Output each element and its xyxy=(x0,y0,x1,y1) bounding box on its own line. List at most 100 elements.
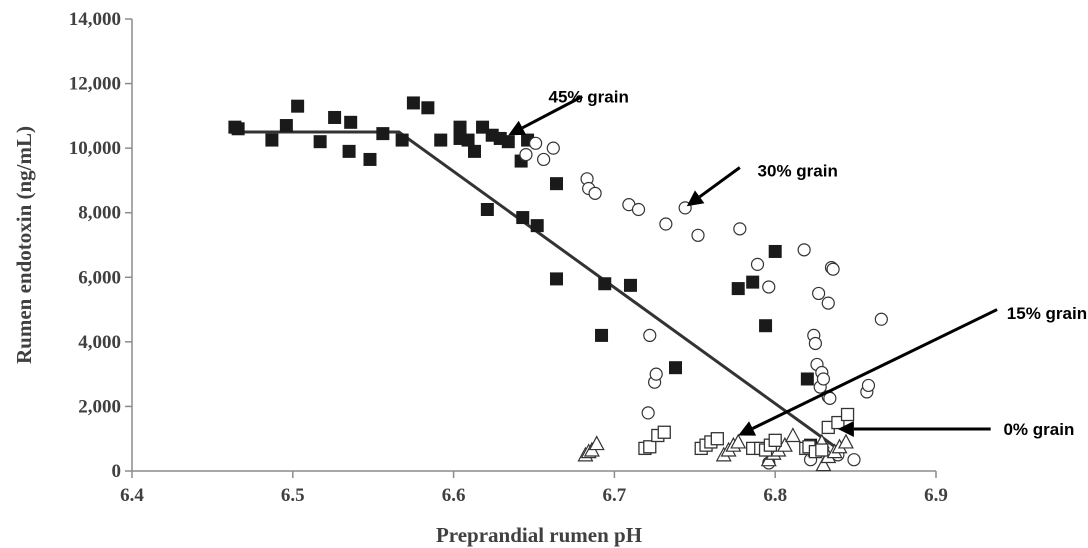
open-circle-point xyxy=(826,262,840,276)
open-triangle-point xyxy=(815,456,832,472)
x-tick-label: 6.9 xyxy=(924,485,948,506)
open-square-point xyxy=(657,425,671,439)
annotation-label-30-grain: 30% grain xyxy=(758,162,838,181)
open-circle-point xyxy=(537,152,551,167)
filled-square-point xyxy=(265,133,279,147)
y-axis-title: Rumen endotoxin (ng/mL) xyxy=(12,126,36,364)
open-circle-point xyxy=(643,328,657,342)
filled-square-point xyxy=(421,101,435,115)
open-circle-point xyxy=(649,367,663,381)
x-tick-label: 6.4 xyxy=(120,485,144,506)
annotation-arrow-15-grain xyxy=(751,308,998,430)
filled-square-point xyxy=(342,144,356,158)
y-tick-label: 2,000 xyxy=(78,396,121,417)
filled-square-point xyxy=(363,152,377,166)
y-tick-label: 12,000 xyxy=(69,74,121,95)
x-tick-label: 6.8 xyxy=(763,485,787,506)
filled-square-point xyxy=(461,133,475,147)
annotation-arrowhead-0-grain xyxy=(837,421,854,438)
filled-square-point xyxy=(501,135,515,149)
y-tick-label: 0 xyxy=(112,461,122,482)
y-tick-label: 14,000 xyxy=(69,9,121,30)
x-tick-label: 6.5 xyxy=(281,485,305,506)
filled-square-point xyxy=(800,372,814,386)
filled-square-point xyxy=(231,122,245,136)
filled-square-point xyxy=(434,133,448,147)
filled-square-point xyxy=(530,219,544,233)
open-triangle-point xyxy=(784,427,801,443)
annotation-arrowhead-45-grain xyxy=(508,120,527,136)
filled-square-point xyxy=(669,361,683,375)
open-circle-point xyxy=(821,296,835,310)
filled-square-point xyxy=(768,244,782,258)
annotation-arrow-45-grain xyxy=(521,95,583,130)
filled-square-point xyxy=(395,133,409,147)
open-circle-point xyxy=(519,148,533,162)
annotation-arrowhead-15-grain xyxy=(738,421,757,436)
open-square-point xyxy=(768,433,782,447)
x-tick-label: 6.6 xyxy=(442,485,466,506)
axis-ticks: 0 2,000 4,000 6,000 8,000 10,000 12,000 14,000 6… xyxy=(69,9,948,506)
filled-square-point xyxy=(595,328,609,342)
open-circle-point xyxy=(797,243,811,257)
y-tick-label: 6,000 xyxy=(78,267,121,288)
open-circle-point xyxy=(529,136,543,150)
open-circle-point xyxy=(874,312,888,326)
filled-square-point xyxy=(313,135,327,149)
filled-square-point xyxy=(291,99,305,113)
data-points xyxy=(228,96,888,472)
filled-square-point xyxy=(598,277,612,291)
annotation-label-45-grain: 45% grain xyxy=(549,87,629,106)
open-circle-point xyxy=(546,141,560,155)
open-circle-point xyxy=(750,257,765,271)
filled-square-point xyxy=(623,278,637,292)
filled-square-point xyxy=(759,319,773,333)
open-circle-point xyxy=(733,222,747,236)
y-tick-label: 8,000 xyxy=(78,203,121,224)
open-square-point xyxy=(840,407,855,422)
open-circle-point xyxy=(659,217,673,231)
open-circle-point xyxy=(691,228,705,242)
filled-square-point xyxy=(550,272,564,286)
open-circle-point xyxy=(762,280,776,294)
open-circle-point xyxy=(816,372,831,386)
filled-square-point xyxy=(376,127,390,141)
open-triangle-point xyxy=(730,433,747,449)
series-0-grain xyxy=(638,407,855,459)
open-square-point xyxy=(710,432,724,446)
annotation-arrow-30-grain xyxy=(698,166,741,199)
filled-square-point xyxy=(406,96,420,110)
open-triangle-point xyxy=(588,435,605,451)
filled-square-point xyxy=(516,211,530,225)
x-axis-title: Preprandial rumen pH xyxy=(436,523,642,547)
x-tick-label: 6.7 xyxy=(603,485,627,506)
open-circle-point xyxy=(861,378,876,393)
open-triangle-point xyxy=(837,433,854,449)
open-circle-point xyxy=(631,202,646,217)
filled-square-point xyxy=(550,177,564,191)
open-square-point xyxy=(643,440,657,454)
open-circle-point xyxy=(641,406,655,420)
y-tick-label: 10,000 xyxy=(69,138,121,159)
filled-square-point xyxy=(344,115,358,129)
annotation-label-15-grain: 15% grain xyxy=(1007,304,1087,323)
annotation-label-0-grain: 0% grain xyxy=(1003,420,1074,439)
open-circle-point xyxy=(588,186,602,200)
axes: Preprandial rumen pH Rumen endotoxin (ng… xyxy=(12,19,936,547)
filled-square-point xyxy=(480,202,494,216)
filled-square-point xyxy=(731,282,745,296)
annotations: 45% grain 30% grain 15% grain 0% grain xyxy=(508,87,1087,439)
filled-square-point xyxy=(468,144,482,158)
filled-square-point xyxy=(746,275,760,289)
trend-line-layer xyxy=(228,130,841,452)
annotation-arrowhead-30-grain xyxy=(686,190,705,207)
filled-square-point xyxy=(279,119,293,133)
y-tick-label: 4,000 xyxy=(78,332,121,353)
open-square-point xyxy=(815,443,829,457)
filled-square-point xyxy=(328,110,342,124)
open-circle-point xyxy=(808,336,823,351)
open-circle-point xyxy=(847,453,861,467)
filled-square-point xyxy=(453,120,467,134)
open-circle-point xyxy=(812,286,826,301)
